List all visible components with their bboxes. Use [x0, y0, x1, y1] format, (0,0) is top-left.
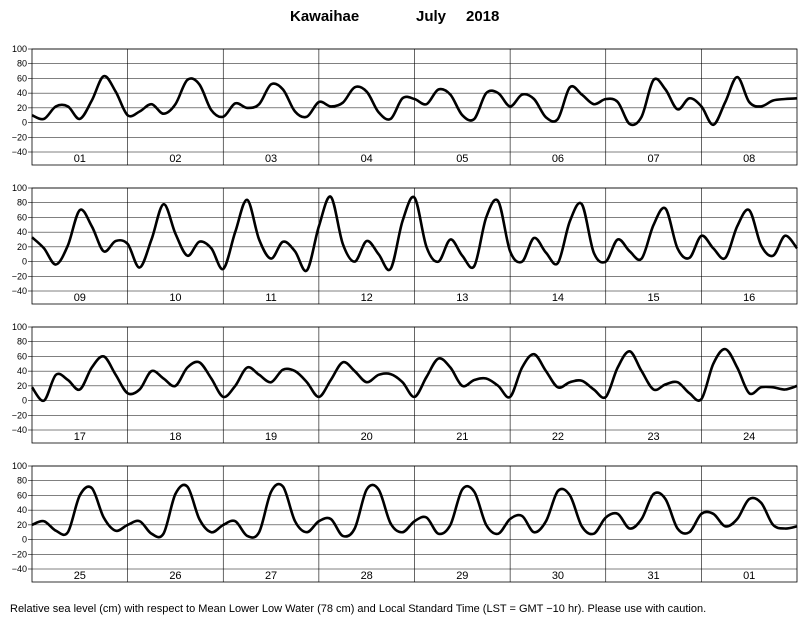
y-tick-label: 100 [12, 44, 27, 54]
day-label: 24 [743, 431, 755, 443]
day-label: 19 [265, 431, 277, 443]
y-tick-label: −20 [12, 549, 27, 559]
day-label: 06 [552, 153, 564, 165]
y-tick-label: 0 [22, 396, 27, 406]
month-label: July [416, 8, 447, 25]
tide-curve [31, 74, 798, 127]
day-label: 12 [361, 292, 373, 304]
day-label: 02 [169, 153, 181, 165]
day-label: 03 [265, 153, 277, 165]
y-tick-label: 80 [17, 59, 27, 69]
day-label: 05 [456, 153, 468, 165]
day-label: 08 [743, 153, 755, 165]
y-tick-label: −40 [12, 286, 27, 296]
y-tick-label: 20 [17, 242, 27, 252]
day-label: 17 [74, 431, 86, 443]
panel-frame [31, 48, 798, 166]
day-label: 16 [743, 292, 755, 304]
y-tick-label: 100 [12, 183, 27, 193]
y-tick-label: 20 [17, 520, 27, 530]
day-label: 07 [647, 153, 659, 165]
tide-curve [31, 482, 798, 539]
day-label: 20 [361, 431, 373, 443]
chart-title: Kawaihae July 2018 [290, 8, 499, 25]
y-tick-label: 100 [12, 322, 27, 332]
footer-note: Relative sea level (cm) with respect to … [10, 603, 706, 615]
day-label: 22 [552, 431, 564, 443]
y-tick-label: −40 [12, 564, 27, 574]
panel-frame [31, 187, 798, 305]
day-label: 10 [169, 292, 181, 304]
y-tick-label: 80 [17, 476, 27, 486]
day-label: 15 [647, 292, 659, 304]
day-label: 31 [647, 570, 659, 582]
y-tick-label: 0 [22, 257, 27, 267]
y-tick-label: −40 [12, 147, 27, 157]
tide-curve [30, 347, 798, 403]
day-label: 13 [456, 292, 468, 304]
y-tick-label: 20 [17, 381, 27, 391]
y-tick-label: 60 [17, 73, 27, 83]
day-label: 23 [647, 431, 659, 443]
y-tick-label: −20 [12, 271, 27, 281]
day-label: 14 [552, 292, 564, 304]
tide-panel: 100 80 60 40 20 0 −20 −40 25 26 27 28 29 30 31 01 [12, 461, 798, 583]
day-label: 25 [74, 570, 86, 582]
day-label: 01 [74, 153, 86, 165]
y-tick-label: 0 [22, 535, 27, 545]
y-tick-label: 80 [17, 198, 27, 208]
y-tick-label: −40 [12, 425, 27, 435]
y-tick-label: 40 [17, 88, 27, 98]
day-label: 26 [169, 570, 181, 582]
day-label: 27 [265, 570, 277, 582]
station-name: Kawaihae [290, 8, 359, 25]
day-label: 01 [743, 570, 755, 582]
y-tick-label: 60 [17, 212, 27, 222]
day-label: 28 [361, 570, 373, 582]
day-label: 30 [552, 570, 564, 582]
day-label: 11 [265, 292, 276, 304]
tide-curve [31, 195, 799, 273]
y-tick-label: 40 [17, 227, 27, 237]
y-tick-label: 100 [12, 461, 27, 471]
day-label: 21 [456, 431, 468, 443]
day-label: 29 [456, 570, 468, 582]
y-tick-label: 80 [17, 337, 27, 347]
y-tick-label: 0 [22, 118, 27, 128]
year-label: 2018 [466, 8, 499, 25]
tide-panel: 100 80 60 40 20 0 −20 −40 01 02 03 04 05 06 07 08 [12, 44, 798, 166]
day-label: 09 [74, 292, 86, 304]
y-tick-label: 20 [17, 103, 27, 113]
day-label: 04 [361, 153, 373, 165]
y-tick-label: 40 [17, 366, 27, 376]
y-tick-label: −20 [12, 132, 27, 142]
y-tick-label: 60 [17, 351, 27, 361]
day-label: 18 [169, 431, 181, 443]
y-tick-label: 40 [17, 505, 27, 515]
tide-panel: 100 80 60 40 20 0 −20 −40 17 18 19 20 21 22 23 24 [12, 322, 798, 444]
panel-frame [31, 326, 798, 444]
y-tick-label: 60 [17, 490, 27, 500]
tide-panel: 100 80 60 40 20 0 −20 −40 09 10 11 12 13 14 15 16 [12, 183, 799, 305]
y-tick-label: −20 [12, 410, 27, 420]
